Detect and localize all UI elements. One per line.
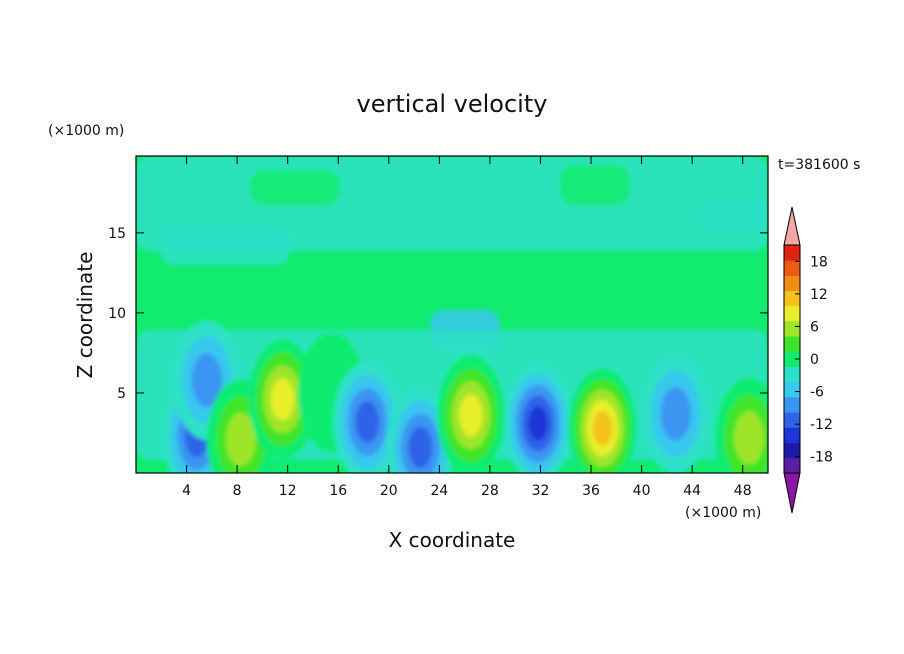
x-tick-label: 16 — [329, 483, 347, 499]
colorbar-swatch — [784, 351, 800, 367]
colorbar-swatch — [784, 427, 800, 443]
x-tick-label: 28 — [481, 483, 499, 499]
x-tick-label: 32 — [532, 483, 550, 499]
chart-title: vertical velocity — [357, 90, 548, 118]
field-band — [160, 225, 290, 265]
x-tick-label: 44 — [683, 483, 701, 499]
x-tick-label: 48 — [734, 483, 752, 499]
colorbar-tick-label: 18 — [810, 254, 828, 270]
colorbar-tick-label: 0 — [810, 352, 819, 368]
contour-cell-7-level-4 — [459, 394, 483, 437]
colorbar-swatch — [784, 290, 800, 307]
colorbar-swatch — [784, 260, 800, 276]
field-band — [250, 170, 340, 205]
x-tick-label: 20 — [380, 483, 398, 499]
contour-cell-8-level-5 — [528, 406, 548, 441]
colorbar-tick-label: -12 — [810, 417, 833, 433]
contour-field — [136, 156, 768, 473]
contour-cell-5-level-4 — [355, 400, 380, 443]
y-tick-label: 5 — [117, 386, 126, 402]
y-tick-label: 15 — [108, 226, 126, 242]
contour-cell-1-level-3 — [191, 353, 222, 407]
colorbar-swatch — [784, 245, 800, 261]
colorbar-swatch — [784, 366, 800, 383]
plot-frame — [135, 155, 769, 474]
y-axis-label: Z coordinate — [73, 252, 97, 379]
colorbar-swatch — [784, 412, 800, 428]
x-tick-label: 24 — [430, 483, 448, 499]
field-band — [700, 200, 768, 230]
field-band — [560, 165, 630, 205]
x-tick-label: 40 — [633, 483, 651, 499]
colorbar-swatch — [784, 442, 800, 459]
colorbar-under-triangle — [783, 472, 801, 514]
x-tick-label: 36 — [582, 483, 600, 499]
colorbar-swatch — [784, 336, 800, 352]
colorbar-swatch — [784, 381, 800, 398]
x-axis-label: X coordinate — [389, 528, 516, 552]
colorbar-swatch — [784, 321, 800, 337]
y-tick-label: 10 — [108, 306, 126, 322]
contour-cell-6-level-4 — [408, 426, 433, 469]
contour-cell-3-level-4 — [270, 378, 295, 421]
x-tick-label: 4 — [182, 483, 191, 499]
colorbar-tick-label: 6 — [810, 319, 819, 335]
x-tick-label: 12 — [279, 483, 297, 499]
colorbar-swatch — [784, 457, 800, 474]
colorbar: 18 12 6 0 -6 -12 -18 — [783, 206, 833, 514]
colorbar-over-triangle — [783, 206, 801, 246]
contour-cell-10-level-3 — [660, 387, 691, 441]
colorbar-tick-label: -6 — [810, 385, 824, 401]
contour-cell-2-level-3 — [225, 412, 257, 467]
colorbar-swatch — [784, 275, 800, 291]
contour-cell-11-level-3 — [733, 411, 765, 465]
colorbar-swatch — [784, 305, 800, 322]
y-unit-label: (×1000 m) — [48, 123, 124, 139]
colorbar-tick-label: -18 — [810, 450, 833, 466]
colorbar-tick-label: 12 — [810, 287, 828, 303]
contour-cell-9-level-5 — [592, 411, 613, 446]
x-tick-label: 8 — [233, 483, 242, 499]
time-label: t=381600 s — [778, 157, 860, 173]
colorbar-swatch — [784, 397, 800, 413]
x-unit-label: (×1000 m) — [685, 505, 761, 521]
plot-area — [136, 156, 768, 473]
